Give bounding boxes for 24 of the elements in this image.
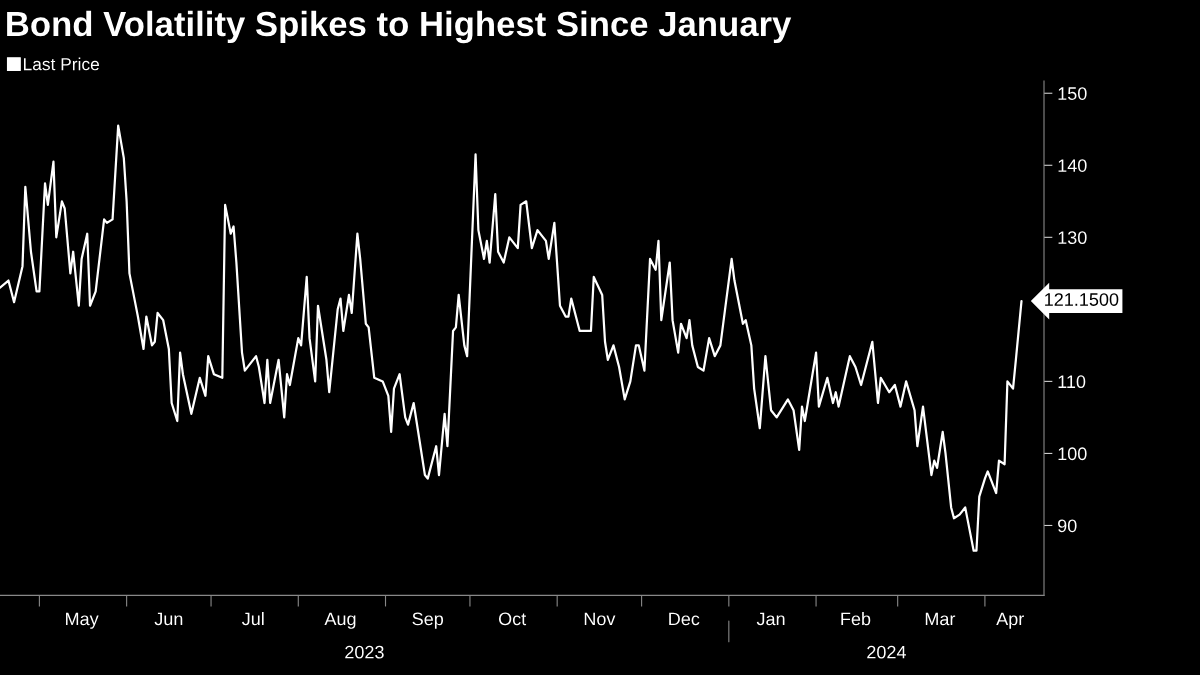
- x-tick-label: Apr: [996, 612, 1024, 629]
- x-tick-label: Feb: [841, 612, 871, 626]
- x-tick-label: Jan: [756, 612, 785, 626]
- x-tick-label: Dec: [669, 612, 700, 626]
- y-tick-label: 100: [1058, 447, 1087, 461]
- x-tick-label: Mar: [925, 612, 956, 626]
- y-tick-label: 110: [1058, 375, 1086, 389]
- y-tick-label: 140: [1058, 159, 1087, 172]
- y-tick-label: 150: [1058, 87, 1087, 100]
- legend-label: Last Price: [23, 57, 99, 71]
- y-tick-label: 90: [1058, 519, 1077, 533]
- text: 2023: [345, 645, 384, 659]
- x-tick-label: Jul: [242, 612, 264, 626]
- x-tick-label: Oct: [498, 612, 527, 626]
- y-tick-label: 130: [1058, 231, 1087, 245]
- text: 2024: [867, 645, 906, 659]
- annotation: 121.1500: [1045, 293, 1119, 306]
- x-tick-label: Sep: [412, 612, 444, 629]
- x-tick-label: Jun: [154, 612, 183, 626]
- x-tick-label: Aug: [324, 612, 356, 629]
- line-series: [0, 124, 1023, 552]
- x-tick-label: May: [66, 612, 99, 629]
- x-tick-label: Nov: [584, 612, 616, 626]
- chart-title: Bond Volatility Spikes to Highest Since January: [7, 10, 792, 44]
